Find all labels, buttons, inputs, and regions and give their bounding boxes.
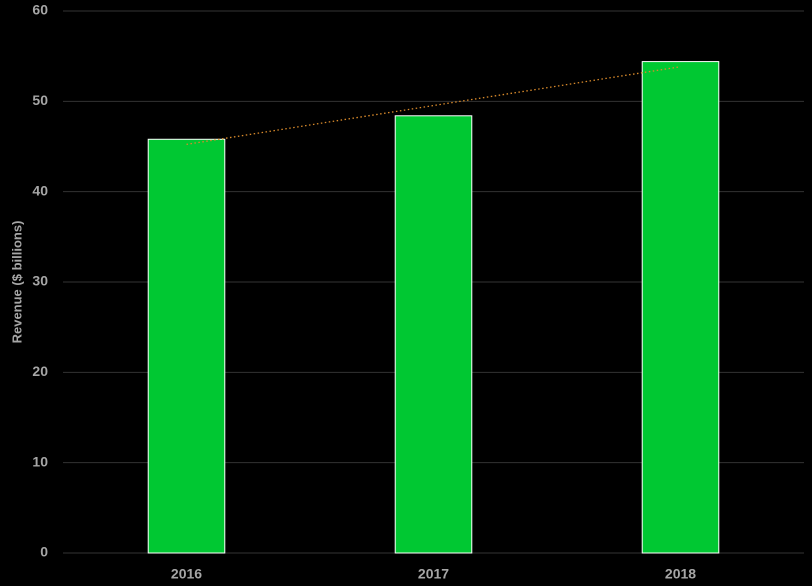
y-tick-label: 20 <box>32 363 48 379</box>
bar <box>394 115 473 554</box>
y-tick-label: 30 <box>32 273 48 289</box>
y-tick-label: 10 <box>32 453 48 469</box>
y-tick-label: 0 <box>40 544 48 560</box>
x-tick-label: 2017 <box>418 566 449 582</box>
y-axis-label: Revenue ($ billions) <box>9 221 24 344</box>
x-tick-label: 2016 <box>171 566 202 582</box>
bar <box>641 61 720 554</box>
y-tick-label: 50 <box>32 92 48 108</box>
y-tick-label: 60 <box>32 2 48 18</box>
y-tick-label: 40 <box>32 182 48 198</box>
trendline <box>186 66 681 146</box>
x-tick-label: 2018 <box>665 566 696 582</box>
bar <box>147 138 226 554</box>
